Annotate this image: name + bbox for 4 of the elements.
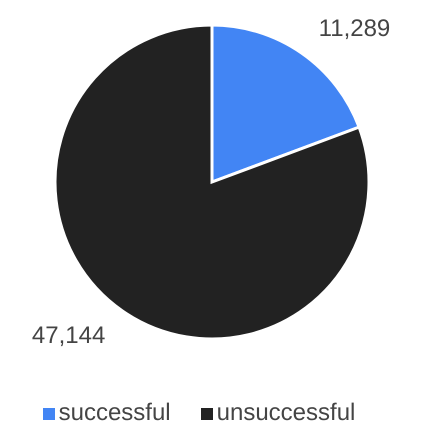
legend-label: unsuccessful [216, 399, 356, 426]
legend-label: successful [58, 399, 171, 426]
data-label: 11,289 [318, 14, 390, 42]
data-label: 47,144 [32, 322, 106, 350]
